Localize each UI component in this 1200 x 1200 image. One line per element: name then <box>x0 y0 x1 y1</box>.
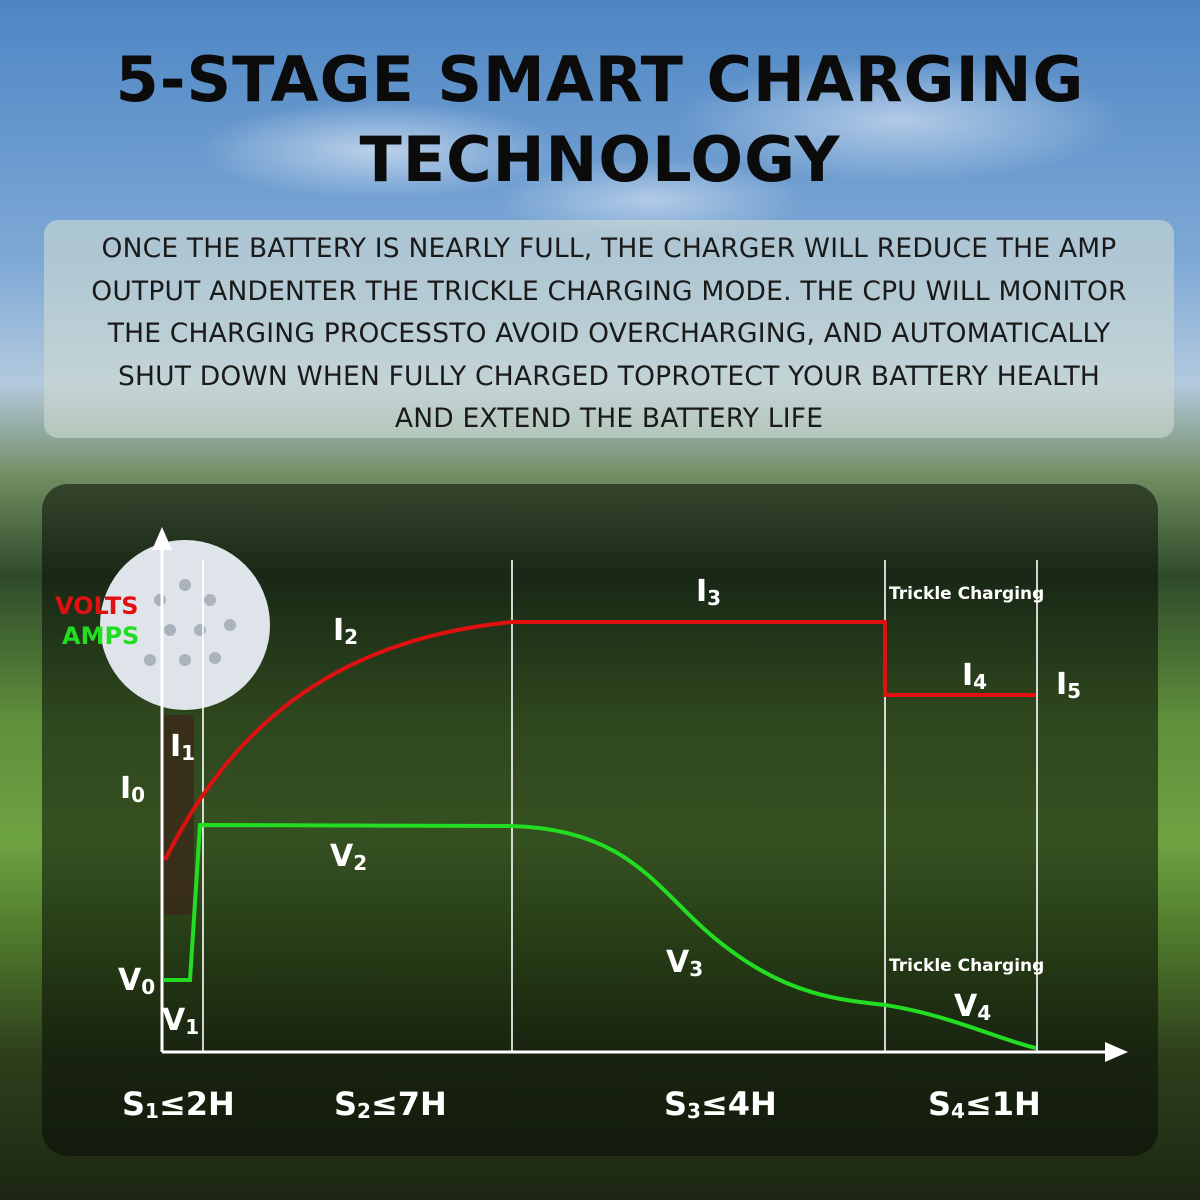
stage-label-s3: S3≤4H <box>664 1085 777 1123</box>
label-i0: I0 <box>120 771 145 807</box>
label-i2: I2 <box>333 613 358 649</box>
stage-label-s1: S1≤2H <box>122 1085 235 1123</box>
description-line: AND EXTEND THE BATTERY LIFE <box>394 403 824 434</box>
label-i1: I1 <box>170 729 195 765</box>
label-v1: V1 <box>162 1003 199 1039</box>
legend-volts: VOLTS <box>55 592 139 620</box>
title-line-2: TECHNOLOGY <box>359 123 841 196</box>
description-box <box>44 220 1174 438</box>
label-v3: V3 <box>666 945 703 981</box>
description-line: OUTPUT ANDENTER THE TRICKLE CHARGING MOD… <box>91 275 1127 307</box>
label-i3: I3 <box>696 574 721 610</box>
page-title: 5-STAGE SMART CHARGING TECHNOLOGY <box>0 40 1200 200</box>
golf-ball-icon <box>100 540 270 915</box>
description-line: SHUT DOWN WHEN FULLY CHARGED TOPROTECT Y… <box>118 360 1100 392</box>
y-axis-arrow-icon <box>152 527 172 550</box>
trickle-label-top: Trickle Charging <box>889 584 1044 604</box>
current-curve <box>163 620 1036 861</box>
description-text: ONCE THE BATTERY IS NEARLY FULL, THE CHA… <box>44 228 1174 441</box>
label-i5: I5 <box>1056 667 1081 703</box>
label-v2: V2 <box>330 839 367 875</box>
stage-label-s2: S2≤7H <box>334 1085 447 1123</box>
label-v4: V4 <box>954 989 991 1025</box>
description-line: ONCE THE BATTERY IS NEARLY FULL, THE CHA… <box>101 233 1117 264</box>
voltage-curve <box>163 822 1037 1050</box>
description-line: THE CHARGING PROCESSTO AVOID OVERCHARGIN… <box>107 318 1111 349</box>
x-axis-arrow-icon <box>1105 1042 1128 1062</box>
label-i4: I4 <box>962 658 987 694</box>
legend-amps: AMPS <box>62 622 139 650</box>
title-line-1: 5-STAGE SMART CHARGING <box>115 43 1085 116</box>
stage-label-s4: S4≤1H <box>928 1085 1041 1123</box>
label-v0: V0 <box>118 963 155 999</box>
trickle-label-bottom: Trickle Charging <box>889 956 1044 976</box>
